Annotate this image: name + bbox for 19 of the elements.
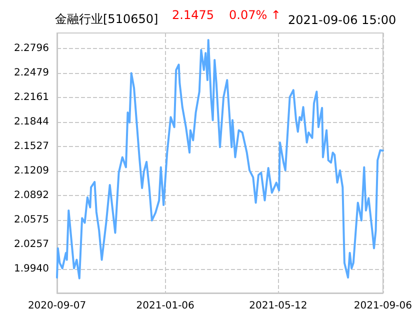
y-tick-label: 2.1844 bbox=[14, 116, 49, 128]
x-tick-label: 2020-09-07 bbox=[28, 300, 86, 312]
text: 2.1475 bbox=[172, 8, 214, 22]
chart-subtitle: 2021-09-06 15:00 bbox=[288, 13, 396, 27]
x-tick-label: 2021-09-06 bbox=[354, 300, 412, 312]
y-tick-label: 2.0257 bbox=[14, 239, 49, 250]
y-tick-label: 2.1527 bbox=[14, 141, 49, 152]
y-tick-label: 2.0575 bbox=[14, 214, 49, 226]
x-tick-label: 2021-05-12 bbox=[249, 300, 308, 312]
line-series bbox=[56, 38, 384, 280]
y-tick-label: 1.9940 bbox=[14, 264, 49, 275]
y-tick-label: 2.2479 bbox=[14, 68, 49, 79]
y-tick-label: 2.1209 bbox=[14, 166, 49, 177]
text: 0.07% ↑ bbox=[229, 8, 281, 22]
y-tick-label: 2.2796 bbox=[14, 43, 49, 54]
y-tick-label: 2.0892 bbox=[14, 190, 49, 202]
x-tick-label: 2021-01-06 bbox=[136, 300, 194, 312]
chart-title: 金融行业[510650] bbox=[55, 12, 158, 26]
y-tick-label: 2.2161 bbox=[14, 92, 49, 104]
